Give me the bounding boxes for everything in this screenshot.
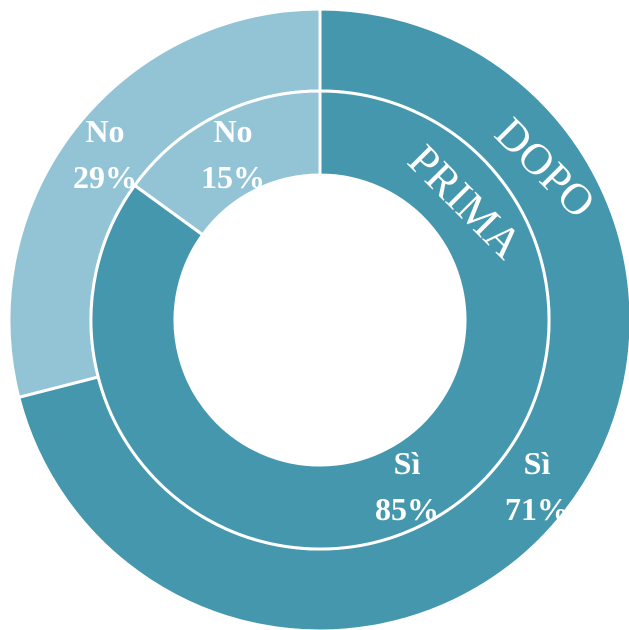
slice-labels: Sì 71% No 29% Sì 85% No 15% (73, 113, 569, 527)
outer-label-value-no: 29% (73, 159, 137, 195)
inner-label-category-no: No (213, 113, 252, 149)
inner-slice-si (89, 89, 551, 551)
outer-label-category-no: No (85, 113, 124, 149)
inner-label-category-si: Sì (394, 445, 421, 481)
inner-label-value-no: 15% (201, 159, 265, 195)
inner-slice-no (132, 89, 322, 237)
inner-ring-prima (89, 89, 551, 551)
outer-label-value-si: 71% (505, 491, 569, 527)
inner-label-value-si: 85% (375, 491, 439, 527)
outer-label-category-si: Sì (524, 445, 551, 481)
